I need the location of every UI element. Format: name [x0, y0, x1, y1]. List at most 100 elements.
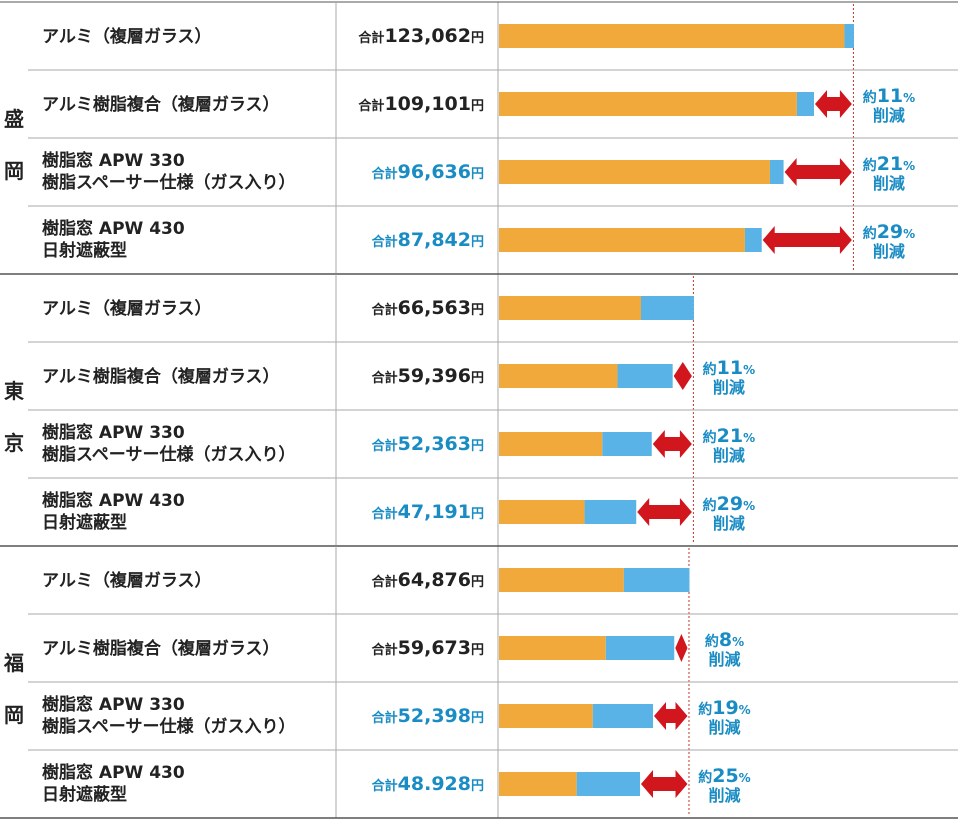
bar-segment-1 [499, 704, 593, 728]
bar-segment-1 [499, 432, 603, 456]
table-row: アルミ樹脂複合（複層ガラス） 合計59,673円 約8%削減 [28, 613, 958, 682]
row-label: アルミ（複層ガラス） [42, 26, 212, 47]
reduction-arrow [675, 634, 688, 662]
row-label-line2: 樹脂スペーサー仕様（ガス入り） [42, 172, 295, 193]
reduction-arrow [784, 158, 852, 186]
reduction-percent: 約21% [863, 153, 915, 175]
reduction-arrow [641, 770, 688, 798]
table-row: アルミ樹脂複合（複層ガラス） 合計109,101円 約11%削減 [28, 69, 958, 138]
reduction-word: 削減 [873, 106, 905, 125]
reduction-arrow [654, 702, 688, 730]
row-label-line1: 樹脂窓 APW 430 [42, 218, 185, 239]
region-label-char: 岡 [4, 159, 24, 183]
reduction-percent: 約21% [703, 425, 755, 447]
row-label-line1: 樹脂窓 APW 430 [42, 762, 185, 783]
reduction-word: 削減 [873, 174, 905, 193]
row-label: アルミ（複層ガラス） [42, 298, 212, 319]
reduction-word: 削減 [708, 650, 740, 669]
region-label-char: 福 [3, 651, 24, 675]
row-label: アルミ（複層ガラス） [42, 570, 212, 591]
bar-segment-2 [844, 24, 854, 48]
reduction-arrow [652, 430, 692, 458]
row-label-line1: 樹脂窓 APW 330 [42, 694, 185, 715]
bar-segment-1 [499, 772, 577, 796]
region-label-char: 盛 [4, 107, 24, 131]
table-row: アルミ樹脂複合（複層ガラス） 合計59,396円 約11%削減 [28, 341, 958, 410]
reduction-word: 削減 [713, 378, 745, 397]
reduction-word: 削減 [713, 514, 745, 533]
row-label-line1: 樹脂窓 APW 430 [42, 490, 185, 511]
row-label: アルミ樹脂複合（複層ガラス） [42, 638, 280, 659]
bar-segment-1 [499, 500, 585, 524]
bar-segment-1 [499, 364, 618, 388]
bar-segment-1 [499, 228, 745, 252]
row-total: 合計109,101円 [358, 93, 484, 115]
row-total: 合計52,398円 [372, 705, 484, 727]
bar-segment-1 [499, 160, 770, 184]
row-total: 合計64,876円 [372, 569, 484, 591]
row-total: 合計59,673円 [372, 637, 484, 659]
reduction-word: 削減 [708, 786, 740, 805]
reduction-arrow [673, 362, 692, 390]
row-total: 合計66,563円 [372, 297, 484, 319]
bar-segment-2 [592, 704, 654, 728]
bar-segment-1 [499, 568, 624, 592]
bar-segment-1 [499, 636, 606, 660]
row-label-line2: 日射遮蔽型 [42, 512, 127, 533]
bar-segment-2 [605, 636, 675, 660]
reduction-arrow [762, 226, 852, 254]
bar-segment-2 [576, 772, 641, 796]
bar-segment-1 [499, 296, 641, 320]
reduction-percent: 約29% [703, 493, 755, 515]
row-total: 合計96,636円 [372, 161, 484, 183]
row-label-line1: 樹脂窓 APW 330 [42, 422, 185, 443]
row-label-line2: 樹脂スペーサー仕様（ガス入り） [42, 444, 295, 465]
reduction-percent: 約11% [703, 357, 755, 379]
table-row: アルミ（複層ガラス） 合計123,062円 [42, 2, 854, 70]
reduction-percent: 約19% [698, 697, 750, 719]
row-label-line1: 樹脂窓 APW 330 [42, 150, 185, 171]
bar-segment-2 [744, 228, 762, 252]
bar-segment-2 [602, 432, 652, 456]
row-total: 合計123,062円 [358, 25, 484, 47]
reduction-percent: 約29% [863, 221, 915, 243]
row-label-line2: 樹脂スペーサー仕様（ガス入り） [42, 716, 295, 737]
region-label-char: 岡 [4, 703, 24, 727]
bar-segment-2 [640, 296, 694, 320]
row-label-line2: 日射遮蔽型 [42, 784, 127, 805]
row-total: 合計52,363円 [372, 433, 484, 455]
row-label: アルミ樹脂複合（複層ガラス） [42, 366, 280, 387]
reduction-word: 削減 [713, 446, 745, 465]
reduction-percent: 約25% [698, 765, 750, 787]
reduction-arrow [637, 498, 692, 526]
bar-segment-1 [499, 24, 845, 48]
row-total: 合計48.928円 [372, 773, 484, 795]
region-label-char: 京 [4, 431, 24, 455]
reduction-percent: 約8% [705, 629, 744, 651]
row-total: 合計59,396円 [372, 365, 484, 387]
row-total: 合計87,842円 [372, 229, 484, 251]
reduction-percent: 約11% [863, 85, 915, 107]
reduction-word: 削減 [873, 242, 905, 261]
row-label-line2: 日射遮蔽型 [42, 240, 127, 261]
bar-segment-2 [796, 92, 815, 116]
region-label-char: 東 [4, 379, 24, 403]
reduction-word: 削減 [708, 718, 740, 737]
bar-segment-2 [769, 160, 784, 184]
bar-segment-2 [623, 568, 690, 592]
table-row: アルミ（複層ガラス） 合計64,876円 [42, 546, 690, 614]
bar-segment-2 [584, 500, 637, 524]
row-label: アルミ樹脂複合（複層ガラス） [42, 94, 280, 115]
bar-segment-2 [617, 364, 673, 388]
row-total: 合計47,191円 [372, 501, 484, 523]
